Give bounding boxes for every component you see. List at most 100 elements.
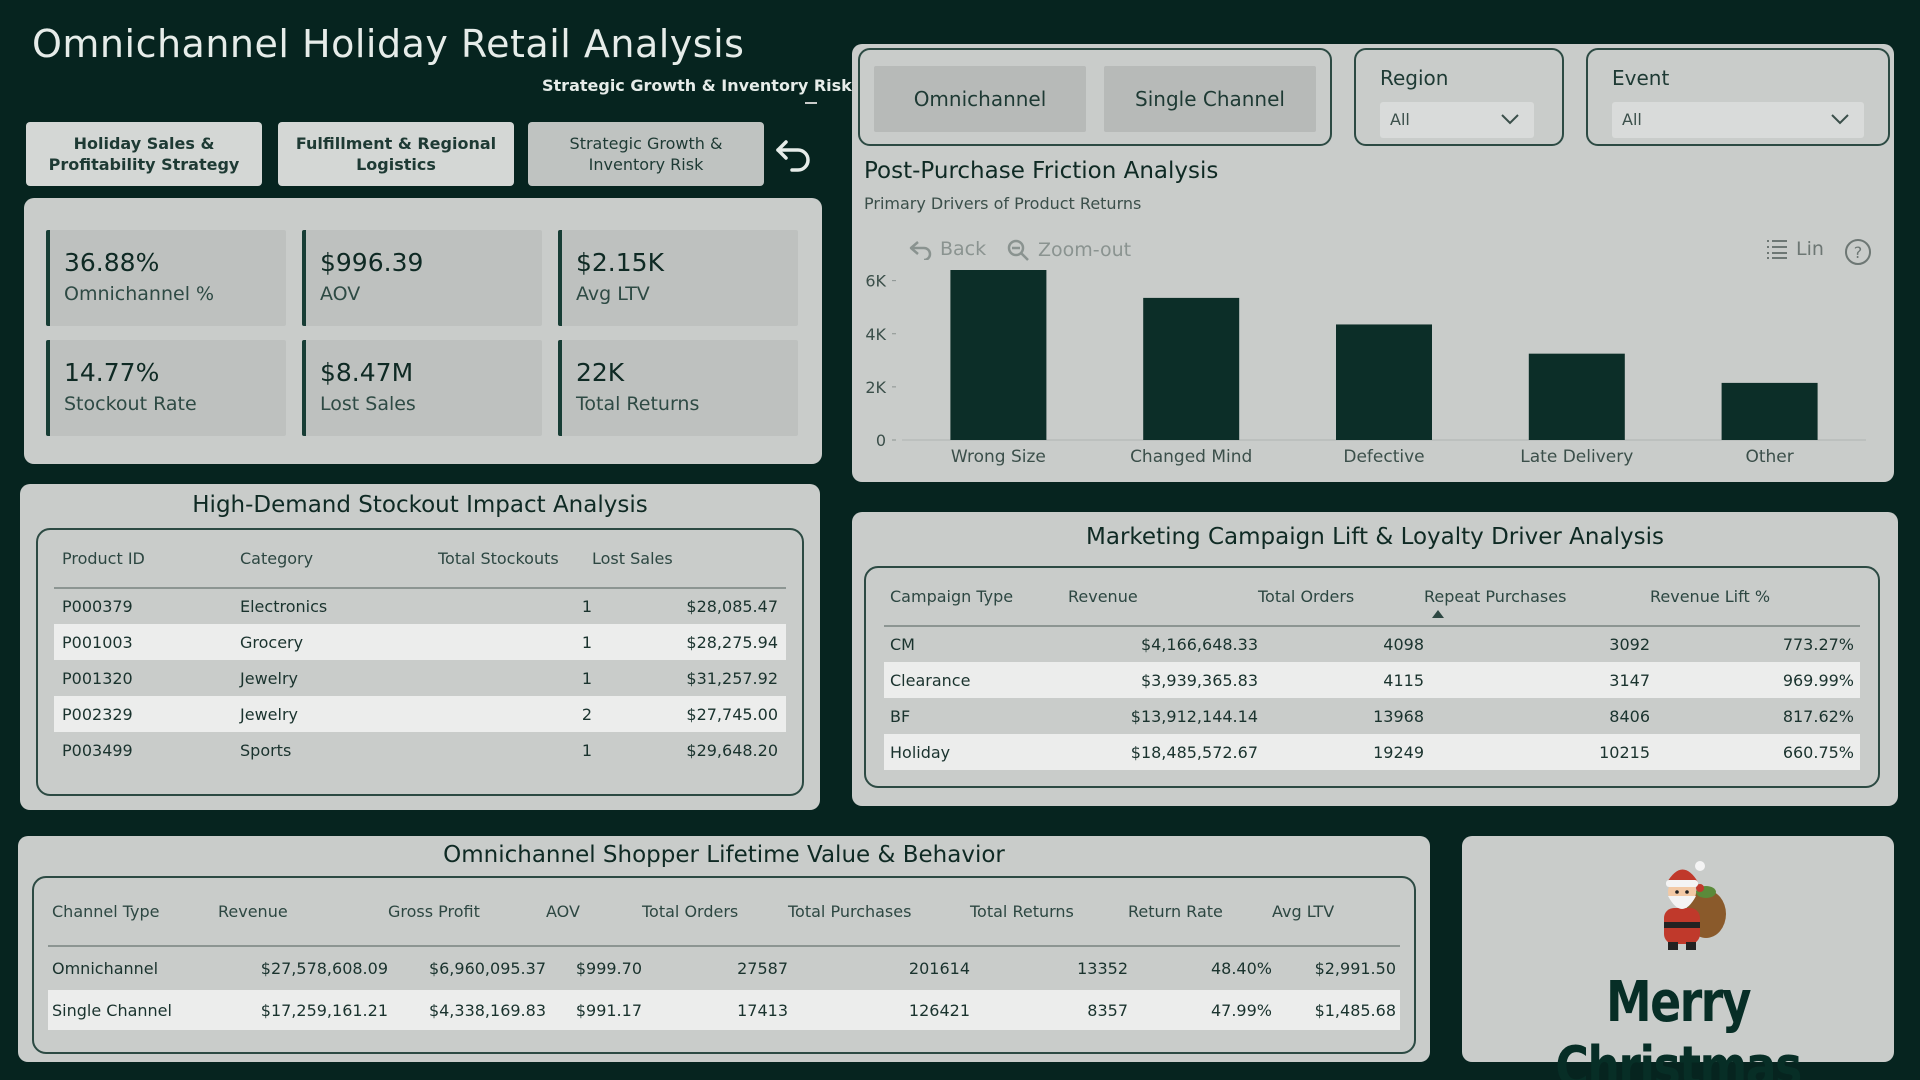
cell: 660.75% (1650, 734, 1860, 770)
column-header[interactable]: Revenue (1068, 568, 1258, 627)
table-row[interactable]: P001003 Grocery 1 $28,275.94 (54, 624, 786, 660)
table-row[interactable]: Omnichannel $27,578,608.09 $6,960,095.37… (48, 946, 1400, 990)
cell: $27,745.00 (592, 696, 786, 732)
column-header[interactable]: Revenue Lift % (1650, 568, 1860, 627)
chart-subtitle: Primary Drivers of Product Returns (864, 194, 1142, 213)
chart-title: Post-Purchase Friction Analysis (864, 158, 1219, 184)
cell: 1 (581, 597, 592, 616)
lin-label: Lin (1796, 238, 1824, 260)
cell: P000379 (62, 597, 133, 616)
column-header[interactable]: Channel Type (48, 878, 218, 947)
table-row[interactable]: P000379 Electronics 1 $28,085.47 (54, 588, 786, 624)
table-row[interactable]: BF $13,912,144.14 13968 8406 817.62% (884, 698, 1860, 734)
cell: Grocery (240, 624, 438, 660)
kpi-card-lost-sales: $8.47M Lost Sales (302, 340, 542, 436)
kpi-label: Avg LTV (576, 283, 650, 305)
column-header-sorted[interactable]: Repeat Purchases (1424, 568, 1650, 627)
toggle-omnichannel[interactable]: Omnichannel (874, 66, 1086, 132)
column-header[interactable]: Total Purchases (788, 878, 970, 947)
cell: $991.17 (546, 990, 642, 1030)
toggle-single-channel[interactable]: Single Channel (1104, 66, 1316, 132)
column-header[interactable]: Product ID (54, 530, 240, 589)
column-header[interactable]: Lost Sales (592, 530, 786, 589)
channel-toggle: Omnichannel Single Channel (858, 48, 1332, 146)
kpi-label: AOV (320, 283, 361, 305)
x-tick-label: Changed Mind (1130, 447, 1252, 467)
chart-help-button[interactable]: ? (1844, 238, 1872, 266)
cell: P002329 (54, 696, 240, 732)
cell: 1 (581, 740, 592, 760)
bar-defective[interactable] (1336, 324, 1432, 440)
cell: Omnichannel (52, 959, 159, 978)
cell: $6,960,095.37 (428, 959, 546, 978)
event-value: All (1622, 110, 1642, 129)
table-row[interactable]: P002329 Jewelry 2 $27,745.00 (54, 696, 786, 732)
cell: 27587 (737, 959, 788, 978)
chart-zoom-out-button[interactable]: Zoom-out (1006, 238, 1131, 262)
cell: $27,578,608.09 (260, 959, 388, 978)
chart-back-button[interactable]: Back (908, 238, 986, 260)
table-row[interactable]: Single Channel $17,259,161.21 $4,338,169… (48, 990, 1400, 1030)
cell: 4098 (1383, 635, 1424, 654)
undo-arrow-icon[interactable] (772, 132, 816, 176)
cell: 4115 (1258, 662, 1424, 698)
cell: $18,485,572.67 (1068, 734, 1258, 770)
cell: Single Channel (48, 990, 218, 1030)
cell: $3,939,365.83 (1068, 662, 1258, 698)
sort-ascending-icon (1432, 610, 1444, 618)
column-header[interactable]: Total Orders (642, 878, 788, 947)
cell: 19249 (1258, 734, 1424, 770)
event-dropdown[interactable]: All (1612, 102, 1864, 138)
column-header[interactable]: Total Stockouts (438, 530, 592, 589)
cell: 1 (438, 624, 592, 660)
cell: Electronics (240, 597, 328, 616)
nav-button-fulfillment[interactable]: Fulfillment & Regional Logistics (278, 122, 514, 186)
list-icon (1767, 240, 1787, 259)
column-header[interactable]: Total Returns (970, 878, 1128, 947)
kpi-card-avg-ltv: $2.15K Avg LTV (558, 230, 798, 326)
chart-lin-button[interactable]: Lin (1766, 238, 1824, 260)
bar-changed-mind[interactable] (1143, 297, 1240, 440)
cell: 13352 (1077, 959, 1128, 978)
column-header[interactable]: AOV (546, 878, 642, 947)
help-icon: ? (1845, 239, 1871, 265)
column-header[interactable]: Category (240, 530, 438, 589)
table-row[interactable]: Clearance $3,939,365.83 4115 3147 969.99… (884, 662, 1860, 698)
returns-bar-chart: 0 2K 4K 6K Wrong Size Changed Mind Defective L… (865, 270, 1866, 467)
bar-late-delivery[interactable] (1528, 353, 1625, 440)
event-label: Event (1612, 66, 1670, 90)
cell: 817.62% (1782, 706, 1854, 726)
column-header[interactable]: Gross Profit (388, 878, 546, 947)
ltv-panel: Omnichannel Shopper Lifetime Value & Beh… (18, 836, 1430, 1062)
kpi-card-aov: $996.39 AOV (302, 230, 542, 326)
zoom-out-label: Zoom-out (1038, 239, 1132, 261)
cell: $31,257.92 (686, 668, 778, 688)
column-header[interactable]: Total Orders (1258, 568, 1424, 627)
table-row[interactable]: Holiday $18,485,572.67 19249 10215 660.7… (884, 734, 1860, 770)
christmas-greeting: Merry Christmas (1555, 970, 1802, 1080)
kpi-value: $8.47M (320, 358, 414, 387)
kpi-value: 14.77% (64, 358, 160, 387)
column-header[interactable]: Avg LTV (1272, 878, 1400, 947)
cell: $4,166,648.33 (1140, 635, 1258, 654)
x-tick-label: Late Delivery (1520, 447, 1633, 467)
cell: Sports (240, 740, 292, 760)
y-tick-label: 6K (865, 272, 886, 291)
column-header[interactable]: Revenue (218, 878, 388, 947)
column-header[interactable]: Return Rate (1128, 878, 1272, 947)
kpi-card-stockout-rate: 14.77% Stockout Rate (46, 340, 286, 436)
column-header[interactable]: Campaign Type (884, 568, 1068, 627)
bar-other[interactable] (1721, 382, 1818, 440)
bar-wrong-size[interactable] (950, 270, 1047, 440)
table-row[interactable]: CM $4,166,648.33 4098 3092 773.27% (884, 626, 1860, 662)
cell: 47.99% (1128, 990, 1272, 1030)
cell: 13968 (1373, 706, 1424, 726)
table-row[interactable]: P001320 Jewelry 1 $31,257.92 (54, 660, 786, 696)
region-dropdown[interactable]: All (1380, 102, 1534, 138)
cell: 2 (438, 696, 592, 732)
y-tick-label: 0 (876, 431, 886, 450)
table-row[interactable]: P003499 Sports 1 $29,648.20 (54, 732, 786, 768)
region-slicer: Region All (1354, 48, 1564, 146)
nav-button-strategic-growth[interactable]: Strategic Growth & Inventory Risk (528, 122, 764, 186)
nav-button-holiday-sales[interactable]: Holiday Sales & Profitability Strategy (26, 122, 262, 186)
